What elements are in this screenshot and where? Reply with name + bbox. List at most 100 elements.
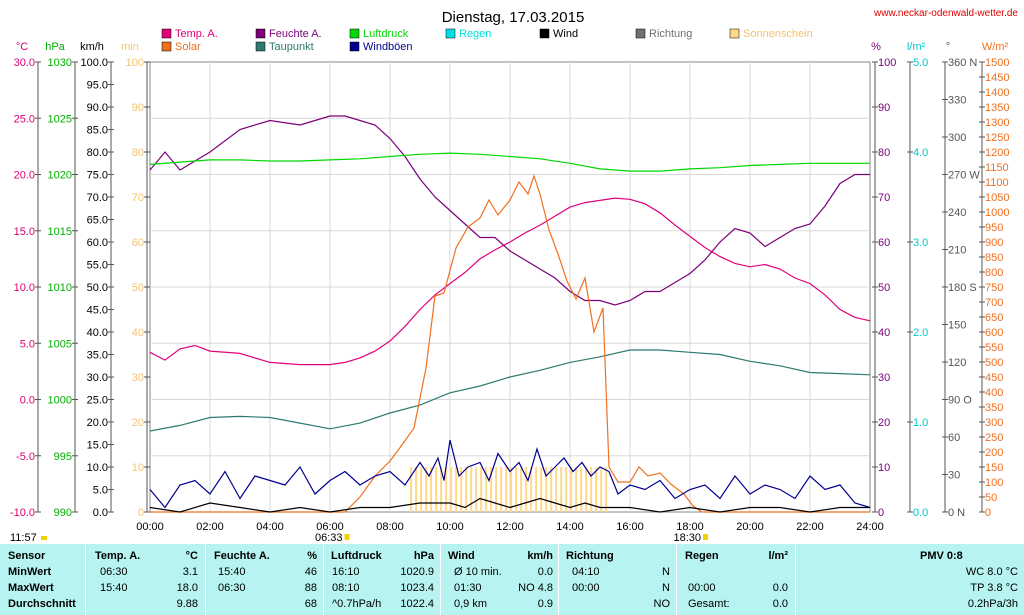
- legend-swatch: [445, 28, 456, 39]
- sunshine-bar: [505, 467, 508, 512]
- pressure-tick-label: 1000: [48, 395, 72, 407]
- axis-unit-label: l/m²: [907, 41, 926, 53]
- pressure-tick-label: 1010: [48, 282, 72, 294]
- solar-tick-label: 1150: [985, 162, 1009, 174]
- sunshine-bar: [500, 467, 503, 512]
- table-divider: [205, 544, 206, 615]
- legend: Temp. A. Feuchte A. Luftdruck Regen Wind Rich…: [161, 28, 813, 53]
- table-pressure-value: 1020.9: [400, 566, 434, 578]
- legend-label: Temp. A.: [175, 28, 218, 40]
- solar-tick-label: 350: [985, 402, 1003, 414]
- series-line: [149, 349, 871, 432]
- x-tick-label: 04:00: [256, 521, 284, 533]
- wind-tick-label: 100.0: [80, 57, 108, 69]
- humidity-tick-label: 40: [878, 327, 890, 339]
- legend-label: Feuchte A.: [269, 28, 322, 40]
- humidity-tick-label: 20: [878, 417, 890, 429]
- time-markers: 06:33 18:30 11:57: [10, 532, 708, 544]
- wind-tick-label: 55.0: [87, 260, 108, 272]
- wind-tick-label: 80.0: [87, 147, 108, 159]
- solar-tick-label: 1250: [985, 132, 1009, 144]
- table-direction-value: N: [662, 566, 670, 578]
- sunshine-bar: [485, 467, 488, 512]
- sunshine-bar: [515, 467, 518, 512]
- temp-tick-label: 20.0: [14, 170, 35, 182]
- wind-tick-label: 45.0: [87, 305, 108, 317]
- solar-tick-label: 750: [985, 282, 1003, 294]
- table-direction-value: NO: [653, 598, 671, 610]
- sunshine-bar: [535, 467, 538, 512]
- sunshine-bar: [470, 467, 473, 512]
- table-pmv-value: TP 3.8 °C: [970, 582, 1018, 594]
- axis-unit-label: W/m²: [982, 41, 1009, 53]
- direction-tick-label: 300: [948, 132, 966, 144]
- table-humidity-value: 88: [304, 582, 317, 594]
- series-line: [150, 174, 870, 513]
- legend-swatch: [539, 28, 550, 39]
- sunrise-label: 06:33: [315, 532, 343, 544]
- wind-tick-label: 5.0: [93, 485, 108, 497]
- x-tick-label: 00:00: [136, 521, 164, 533]
- table-divider: [440, 544, 441, 615]
- direction-tick-label: 90 O: [948, 395, 972, 407]
- sunrise-marker: [344, 534, 350, 540]
- sunshine-bar: [595, 467, 598, 512]
- table-divider: [323, 544, 324, 615]
- direction-tick-label: 0 N: [948, 507, 965, 519]
- temp-tick-label: 30.0: [14, 57, 35, 69]
- sunshine-bar: [425, 467, 428, 512]
- summary-table: Sensor Temp. A. °C Feuchte A.% Luftdruck hPa W…: [0, 544, 1024, 615]
- sunshine-bar: [525, 467, 528, 512]
- legend-swatch: [161, 28, 172, 39]
- direction-tick-label: 150: [948, 320, 966, 332]
- x-tick-label: 18:00: [676, 521, 704, 533]
- humidity-tick-label: 80: [878, 147, 890, 159]
- sunshine-bar: [590, 467, 593, 512]
- x-tick-label: 08:00: [376, 521, 404, 533]
- legend-swatch: [635, 28, 646, 39]
- table-temp-value: 9.88: [176, 598, 198, 610]
- table-divider: [676, 544, 677, 615]
- sunshine-bars: [410, 467, 608, 512]
- pressure-tick-label: 1020: [48, 170, 72, 182]
- sun-tick-label: 20: [132, 417, 144, 429]
- sunshine-bar: [550, 467, 553, 512]
- series-lines: [149, 115, 871, 513]
- wind-tick-label: 70.0: [87, 192, 108, 204]
- solar-tick-label: 1300: [985, 117, 1009, 129]
- humidity-tick-label: 100: [878, 57, 896, 69]
- solar-tick-label: 1000: [985, 207, 1009, 219]
- sunshine-bar: [580, 467, 583, 512]
- table-direction-value: N: [662, 582, 670, 594]
- table-wind-value: 0.9: [537, 598, 553, 610]
- sunshine-bar: [605, 467, 608, 512]
- x-tick-label: 02:00: [196, 521, 224, 533]
- table-row-label: MinWert: [8, 566, 52, 578]
- solar-tick-label: 1200: [985, 147, 1009, 159]
- pressure-tick-label: 1030: [48, 57, 72, 69]
- sunshine-bar: [465, 467, 468, 512]
- solar-tick-label: 300: [985, 417, 1003, 429]
- wind-tick-label: 95.0: [87, 80, 108, 92]
- sun-tick-label: 10: [132, 462, 144, 474]
- solar-tick-label: 900: [985, 237, 1003, 249]
- table-header-rain: Regen: [685, 550, 719, 562]
- sunset-marker: [703, 534, 708, 540]
- direction-tick-label: 240: [948, 207, 966, 219]
- sunshine-bar: [585, 467, 588, 512]
- table-divider: [795, 544, 796, 615]
- table-divider: [558, 544, 559, 615]
- rain-tick-label: 1.0: [913, 417, 928, 429]
- x-tick-label: 24:00: [856, 521, 884, 533]
- direction-tick-label: 30: [948, 470, 960, 482]
- sunshine-bar: [570, 467, 573, 512]
- rain-tick-label: 4.0: [913, 147, 928, 159]
- sun-tick-label: 60: [132, 237, 144, 249]
- series-line: [149, 439, 871, 509]
- sun-tick-label: 40: [132, 327, 144, 339]
- axis-unit-label: min: [121, 41, 139, 53]
- axis-unit-label: km/h: [80, 41, 104, 53]
- axis-unit-label: °: [946, 41, 950, 53]
- table-header-wind: Wind: [448, 550, 475, 562]
- sun-tick-label: 90: [132, 102, 144, 114]
